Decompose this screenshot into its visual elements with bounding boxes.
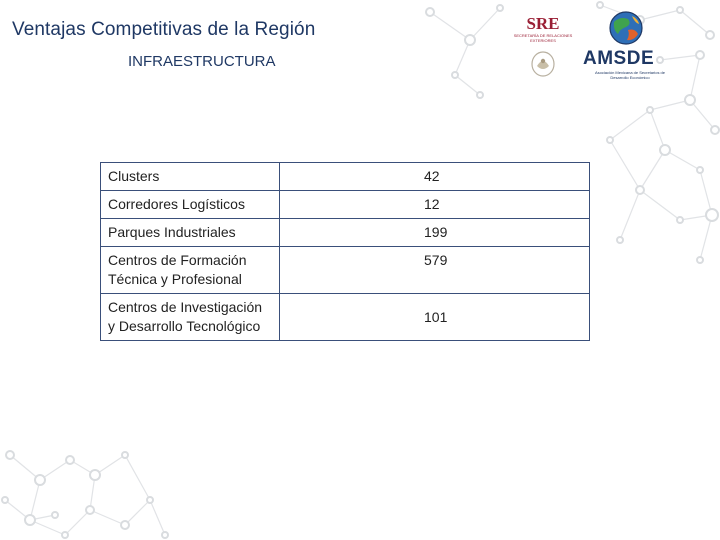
page-title: Ventajas Competitivas de la Región: [12, 19, 316, 40]
row-value: 199: [279, 218, 590, 247]
table-row: Parques Industriales 199: [100, 218, 590, 247]
amsde-logo: AMSDE Asociación Mexicana de Secretarios…: [580, 8, 676, 88]
table-row: Centros de Investigación y Desarrollo Te…: [100, 293, 590, 341]
row-label: Centros de Investigación y Desarrollo Te…: [100, 293, 280, 341]
row-label: Corredores Logísticos: [100, 190, 280, 219]
row-value: 12: [279, 190, 590, 219]
globe-icon: [609, 11, 643, 45]
row-label: Centros de Formación Técnica y Profesion…: [100, 246, 280, 294]
amsde-logo-subtext: Asociación Mexicana de Secretarios de De…: [594, 70, 666, 80]
sre-logo: SRE SECRETARÍA DE RELACIONES EXTERIORES: [508, 12, 578, 82]
row-label: Parques Industriales: [100, 218, 280, 247]
amsde-logo-text: AMSDE: [583, 48, 655, 69]
row-value: 101: [279, 293, 590, 341]
sre-logo-subtext: SECRETARÍA DE RELACIONES EXTERIORES: [513, 33, 573, 43]
table-row: Centros de Formación Técnica y Profesion…: [100, 246, 590, 294]
infrastructure-table: Clusters 42 Corredores Logísticos 12 Par…: [100, 162, 590, 341]
sre-logo-text: SRE: [526, 14, 560, 33]
section-subtitle: INFRAESTRUCTURA: [128, 53, 276, 70]
row-value: 42: [279, 162, 590, 191]
table-row: Corredores Logísticos 12: [100, 190, 590, 219]
row-label: Clusters: [100, 162, 280, 191]
row-value: 579: [279, 246, 590, 294]
table-row: Clusters 42: [100, 162, 590, 191]
mexican-coat-of-arms-icon: [531, 51, 555, 77]
